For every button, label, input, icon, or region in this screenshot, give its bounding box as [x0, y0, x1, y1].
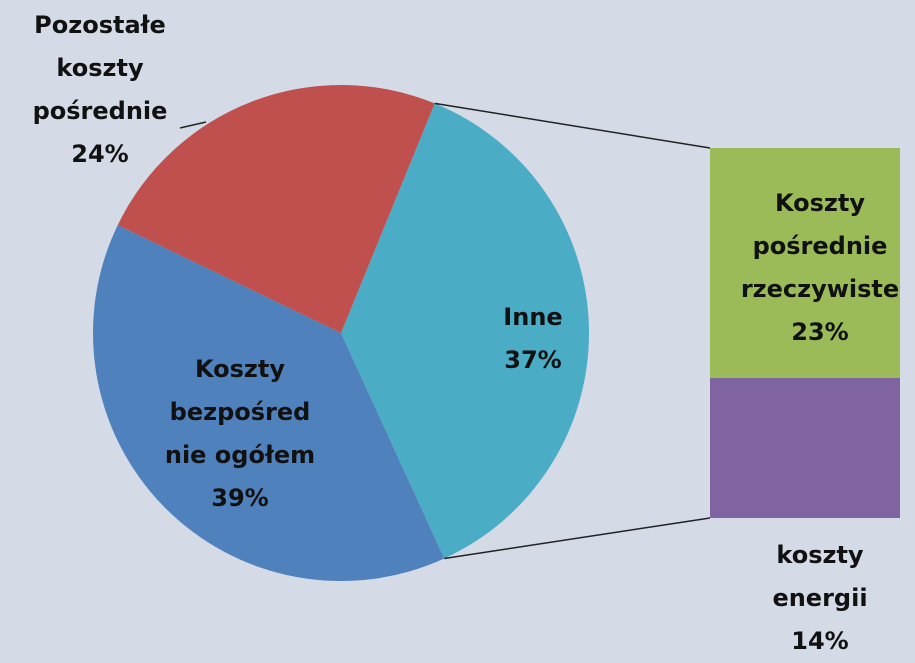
bar-label: koszty energii: [772, 541, 868, 612]
pie-slice: [117, 85, 435, 334]
slice-value-label: 24%: [71, 140, 129, 168]
connector-line: [434, 102, 711, 149]
bar-label: Koszty pośrednie rzeczywiste: [740, 189, 900, 303]
bar-value-label: 14%: [791, 627, 849, 655]
slice-label: Pozostałe koszty pośrednie: [32, 11, 168, 125]
slice-label: Inne: [503, 303, 563, 331]
pie-slice: [92, 225, 445, 581]
pie-slice: [341, 103, 589, 559]
slice-value-label: 37%: [504, 346, 562, 374]
slice-label: Koszty bezpośred nie ogółem: [164, 355, 316, 469]
bar-value-label: 23%: [791, 318, 849, 346]
bar-segment: [710, 378, 900, 518]
bar-segment: [710, 148, 900, 378]
connector-line: [444, 517, 711, 560]
leader-line: [179, 121, 207, 129]
slice-value-label: 39%: [211, 484, 269, 512]
